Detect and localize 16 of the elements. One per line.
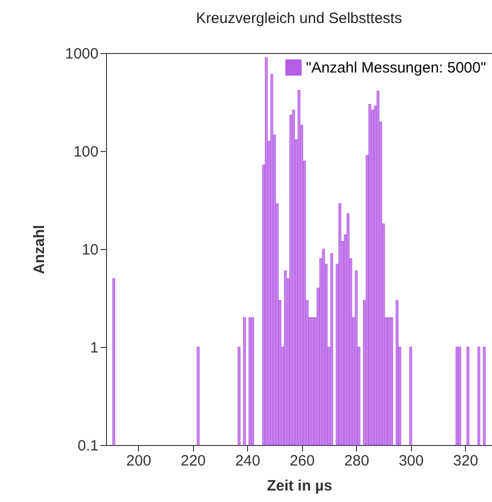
y-tick-label: 1 bbox=[90, 340, 98, 356]
x-tick-label: 260 bbox=[290, 452, 315, 470]
legend-label: "Anzahl Messungen: 5000" bbox=[306, 60, 486, 76]
x-tick-label: 280 bbox=[344, 452, 370, 470]
x-tick-label: 300 bbox=[398, 452, 424, 470]
x-tick-label: 220 bbox=[180, 452, 206, 470]
x-axis-title: Zeit in µs bbox=[266, 478, 332, 494]
y-tick-label: 1000 bbox=[65, 46, 98, 62]
x-tick-label: 200 bbox=[126, 452, 152, 470]
chart-title: Kreuzvergleich und Selbsttests bbox=[196, 10, 402, 27]
x-tick-label: 240 bbox=[235, 452, 260, 470]
y-tick-label: 100 bbox=[73, 144, 98, 160]
y-axis-title: Anzahl bbox=[31, 224, 48, 274]
y-tick-label: 10 bbox=[82, 242, 98, 258]
y-tick-label: 0.1 bbox=[78, 438, 98, 454]
x-tick-label: 320 bbox=[453, 452, 478, 470]
